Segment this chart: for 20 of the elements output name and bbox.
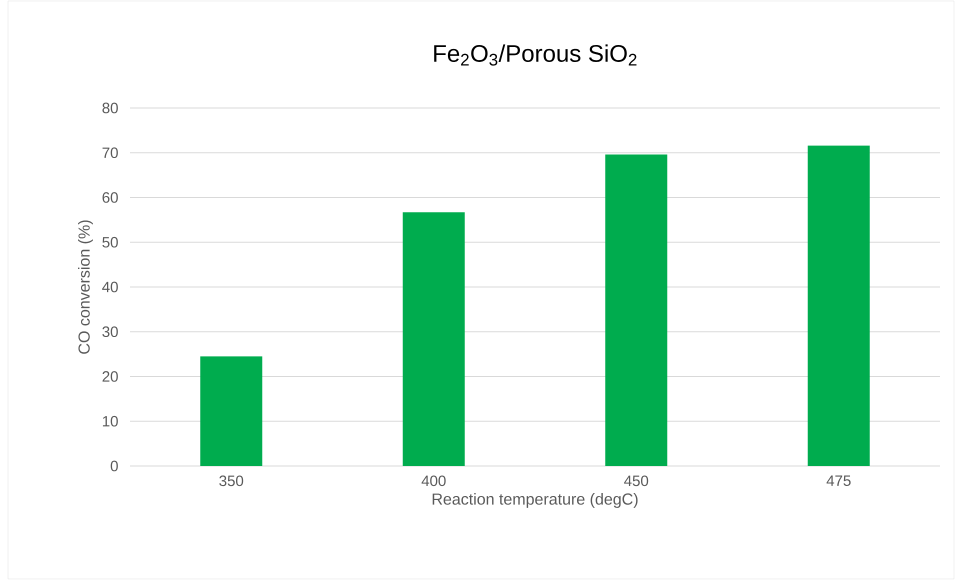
x-axis-title: Reaction temperature (degC): [432, 493, 638, 508]
y-tick-label: 30: [102, 326, 118, 338]
y-tick-label: 40: [102, 282, 118, 292]
y-axis-title: CO conversion (%): [78, 220, 93, 354]
y-tick-label: 0: [110, 460, 118, 472]
y-tick-label: 60: [102, 192, 118, 203]
bar: [402, 212, 465, 466]
x-tick-label: 475: [826, 476, 851, 486]
y-tick-label: 70: [102, 147, 118, 158]
bar: [808, 146, 870, 466]
y-tick-label: 10: [102, 416, 118, 427]
x-tick-label: 400: [422, 476, 446, 486]
x-tick-label: 350: [219, 476, 244, 486]
y-tick-label: 20: [102, 371, 118, 382]
chart-title: Fe$_{2}$O$_{3}$/Porous SiO$_{2}$: [434, 44, 636, 66]
bar: [605, 154, 668, 466]
bar: [200, 356, 262, 466]
x-tick-label: 450: [624, 476, 648, 486]
y-tick-label: 50: [102, 236, 118, 248]
y-tick-label: 80: [102, 102, 118, 114]
